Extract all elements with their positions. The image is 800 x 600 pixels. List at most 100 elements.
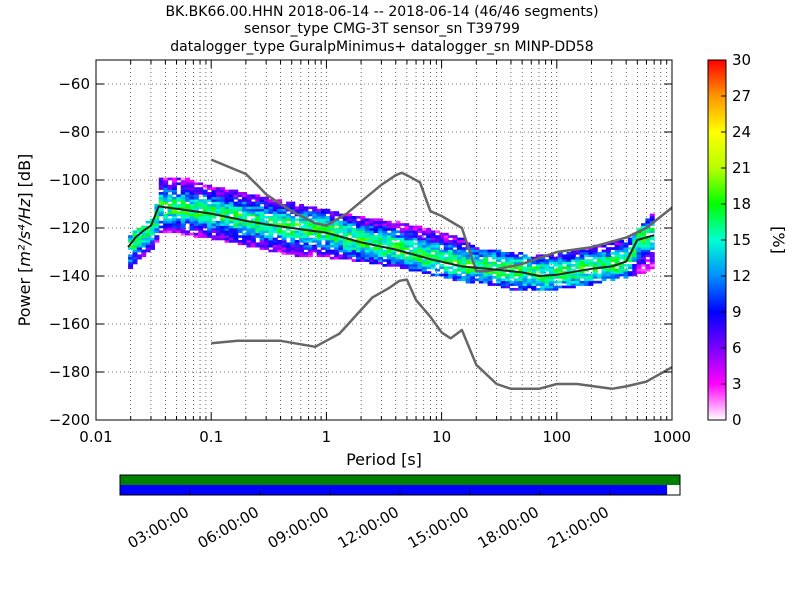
- heatmap-cell: [566, 273, 572, 277]
- heatmap-cell: [413, 268, 419, 272]
- heatmap-cell: [443, 235, 449, 238]
- heatmap-cell: [145, 230, 151, 234]
- heatmap-cell: [347, 242, 353, 246]
- heatmap-cell: [509, 280, 515, 284]
- heatmap-cell: [373, 252, 379, 255]
- heatmap-cell: [189, 206, 195, 210]
- heatmap-cell: [570, 264, 576, 267]
- heatmap-cell: [250, 194, 256, 198]
- heatmap-cell: [294, 230, 300, 234]
- heatmap-cell: [430, 235, 436, 238]
- heatmap-cell: [198, 225, 204, 229]
- heatmap-cell: [242, 204, 248, 207]
- heatmap-cell: [588, 273, 594, 277]
- heatmap-cell: [641, 244, 646, 248]
- colorbar-tick-label: 6: [732, 339, 742, 357]
- heatmap-cell: [233, 223, 239, 226]
- heatmap-cell: [505, 261, 511, 265]
- heatmap-cell: [456, 256, 462, 260]
- heatmap-cell: [299, 247, 305, 250]
- heatmap-cell: [320, 235, 326, 238]
- heatmap-cell: [180, 187, 186, 190]
- heatmap-cell: [202, 218, 208, 222]
- heatmap-cell: [461, 271, 467, 274]
- heatmap-cell: [351, 254, 357, 258]
- heatmap-cell: [623, 276, 629, 279]
- heatmap-cell: [430, 230, 436, 234]
- heatmap-cell: [193, 199, 199, 202]
- heatmap-cell: [641, 252, 646, 255]
- heatmap-cell: [198, 216, 204, 219]
- heatmap-cell: [592, 273, 598, 277]
- heatmap-cell: [220, 235, 226, 238]
- heatmap-cell: [233, 230, 239, 234]
- heatmap-cell: [211, 199, 217, 202]
- heatmap-cell: [452, 259, 458, 262]
- heatmap-cell: [518, 259, 524, 262]
- heatmap-cell: [128, 259, 134, 262]
- heatmap-cell: [228, 220, 234, 224]
- heatmap-cell: [513, 278, 519, 282]
- heatmap-cell: [588, 261, 594, 265]
- heatmap-cell: [623, 264, 629, 267]
- timeline-tick-label: 21:00:00: [545, 503, 612, 552]
- heatmap-cell: [264, 228, 269, 231]
- heatmap-cell: [360, 230, 366, 234]
- heatmap-cell: [456, 259, 462, 262]
- heatmap-cell: [443, 242, 449, 246]
- heatmap-cell: [202, 208, 208, 212]
- heatmap-cell: [645, 264, 651, 267]
- heatmap-cell: [255, 225, 261, 229]
- heatmap-cell: [220, 201, 226, 205]
- heatmap-cell: [426, 242, 432, 246]
- heatmap-cell: [141, 254, 147, 258]
- heatmap-cell: [527, 280, 533, 284]
- heatmap-cell: [233, 225, 239, 229]
- heatmap-cell: [290, 240, 296, 243]
- heatmap-cell: [277, 213, 283, 217]
- heatmap-cell: [544, 266, 550, 270]
- heatmap-cell: [325, 211, 331, 214]
- heatmap-cell: [237, 240, 243, 243]
- curves: [127, 158, 672, 391]
- heatmap-cell: [259, 232, 265, 236]
- heatmap-cell: [347, 254, 353, 258]
- heatmap-cell: [448, 240, 454, 243]
- heatmap-cell: [619, 268, 625, 272]
- heatmap-cell: [426, 240, 432, 243]
- heatmap-cell: [592, 280, 598, 284]
- heatmap-cell: [601, 268, 607, 272]
- heatmap-cell: [649, 218, 655, 222]
- heatmap-cell: [299, 237, 305, 241]
- heatmap-cell: [207, 213, 212, 217]
- heatmap-cell: [294, 252, 300, 255]
- heatmap-cell: [562, 273, 568, 277]
- heatmap-cell: [417, 240, 423, 243]
- heatmap-cell: [299, 230, 305, 234]
- heatmap-cell: [180, 196, 186, 200]
- heatmap-cell: [145, 237, 151, 241]
- heatmap-cell: [211, 192, 217, 195]
- heatmap-cell: [377, 237, 383, 241]
- heatmap-cell: [277, 232, 283, 236]
- heatmap-cell: [180, 218, 186, 222]
- heatmap-cell: [264, 242, 269, 246]
- heatmap-cell: [478, 264, 484, 267]
- heatmap-cell: [250, 213, 256, 217]
- heatmap-cell: [369, 240, 375, 243]
- heatmap-cell: [351, 259, 357, 262]
- heatmap-cell: [566, 256, 572, 260]
- heatmap-cell: [299, 225, 305, 229]
- heatmap-cell: [645, 237, 651, 241]
- heatmap-cell: [636, 256, 642, 260]
- heatmap-cell: [575, 249, 581, 253]
- heatmap-cell: [641, 256, 646, 260]
- heatmap-cell: [500, 271, 506, 274]
- heatmap-cell: [483, 280, 489, 284]
- heatmap-cell: [141, 249, 147, 253]
- heatmap-cell: [623, 247, 629, 250]
- heatmap-cell: [413, 237, 419, 241]
- heatmap-cell: [163, 216, 169, 219]
- heatmap-cell: [584, 249, 589, 253]
